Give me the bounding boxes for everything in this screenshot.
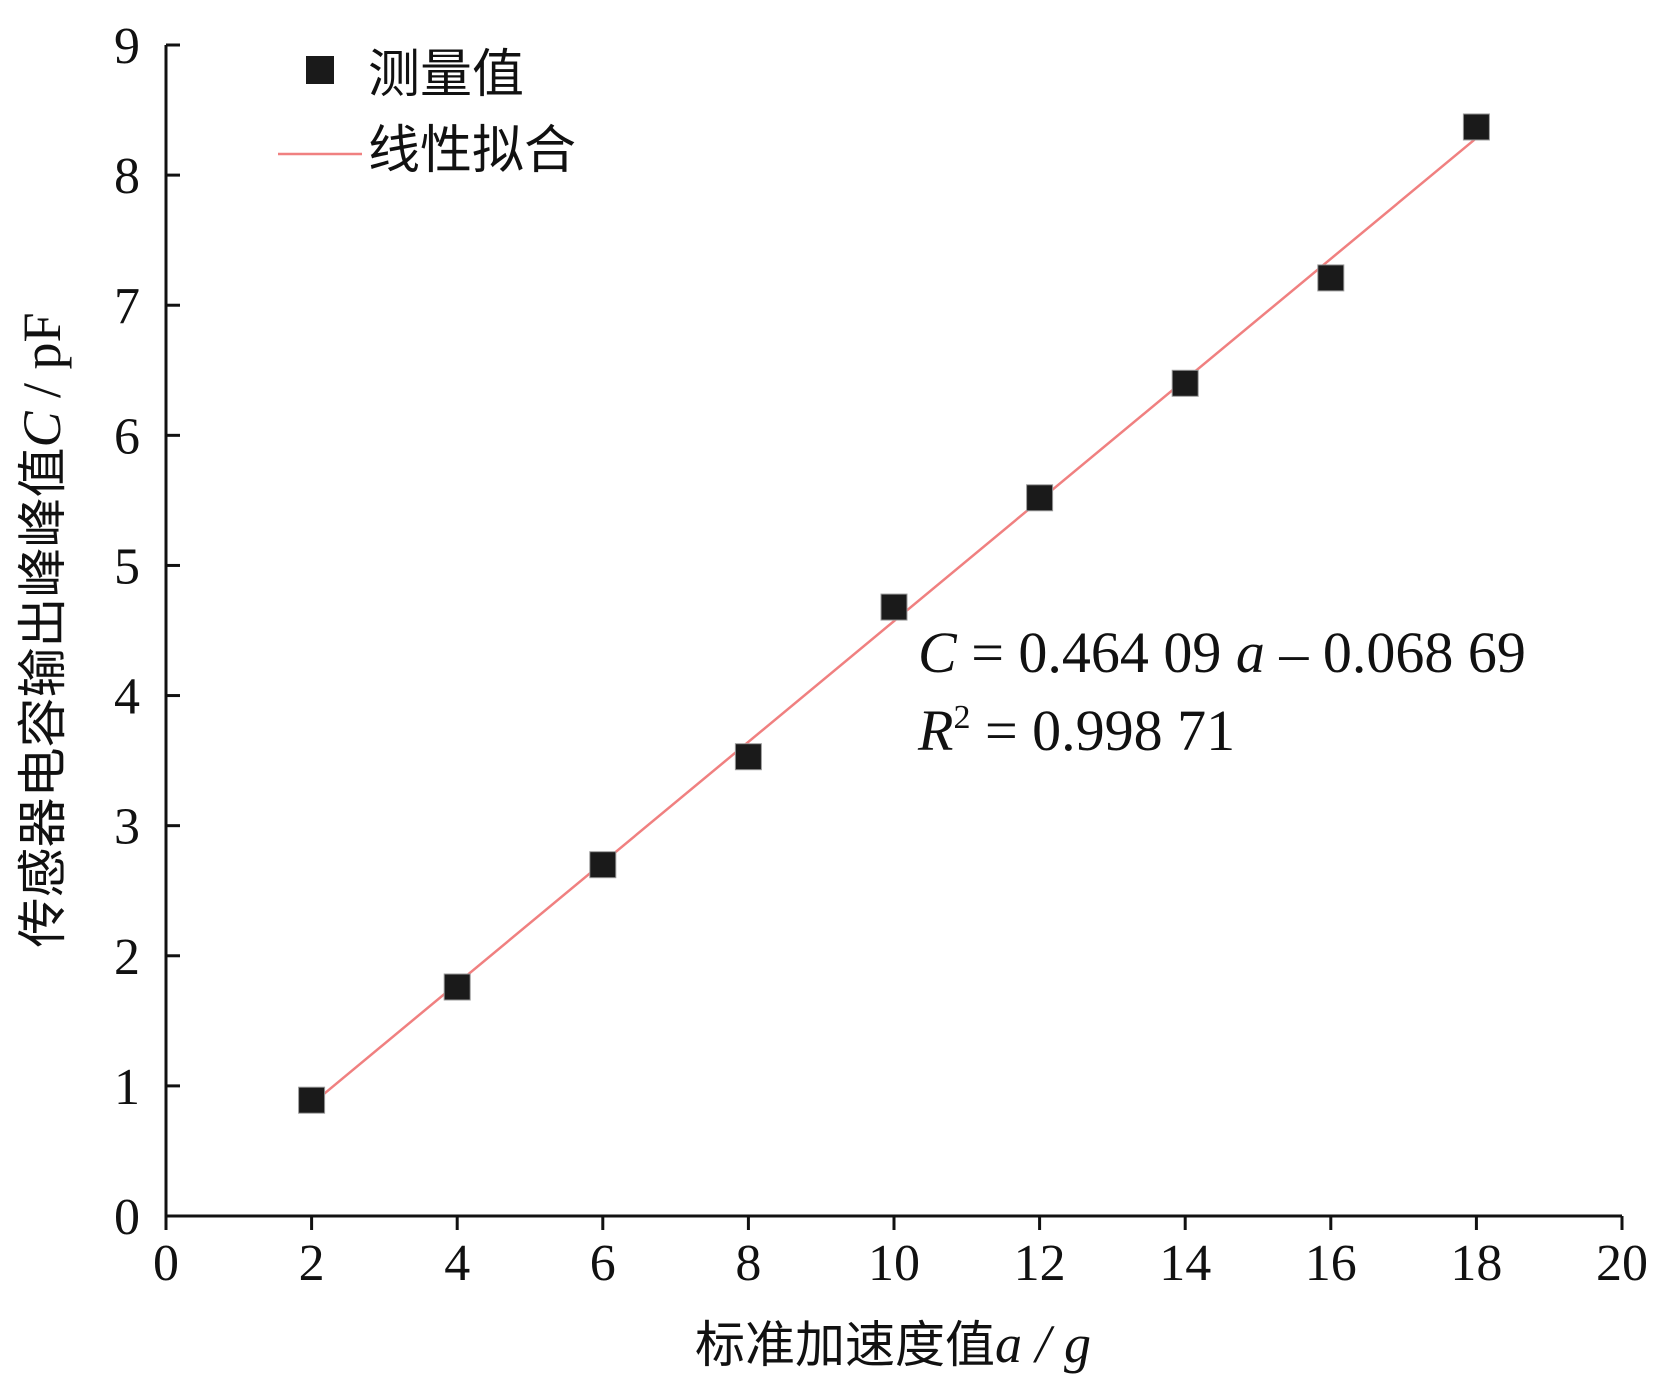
x-axis-title: 标准加速度值a / g — [695, 1314, 1091, 1374]
data-point — [1317, 264, 1345, 292]
y-axis-title: 传感器电容输出峰峰值C / pF — [12, 312, 72, 947]
data-point — [298, 1086, 326, 1114]
legend-marker-measured — [306, 56, 334, 84]
y-tick-label: 7 — [114, 278, 140, 335]
r-squared: R2 = 0.998 71 — [917, 698, 1235, 763]
y-tick-label: 4 — [114, 669, 140, 726]
x-tick-label: 16 — [1305, 1235, 1357, 1292]
fit-line-series — [310, 137, 1478, 1106]
x-tick-label: 2 — [299, 1235, 325, 1292]
data-point — [589, 851, 617, 879]
data-point — [880, 593, 908, 621]
fit-equation: C = 0.464 09 a – 0.068 69 — [918, 620, 1526, 685]
x-tick-label: 0 — [153, 1235, 179, 1292]
legend: 测量值 线性拟合 — [278, 45, 576, 181]
y-tick-label: 0 — [114, 1189, 140, 1246]
data-point — [734, 743, 762, 771]
data-point — [1026, 484, 1054, 512]
legend-label-measured: 测量值 — [368, 45, 524, 105]
x-tick-label: 20 — [1596, 1235, 1648, 1292]
data-point — [1171, 369, 1199, 397]
fit-line — [310, 137, 1478, 1106]
legend-label-fit: 线性拟合 — [368, 121, 576, 181]
y-tick-label: 3 — [114, 799, 140, 856]
data-point — [443, 973, 471, 1001]
measured-points-series — [298, 113, 1490, 1114]
y-tick-label: 1 — [114, 1059, 140, 1116]
y-tick-label: 2 — [114, 929, 140, 986]
x-tick-label: 12 — [1014, 1235, 1066, 1292]
fit-annotation: C = 0.464 09 a – 0.068 69 R2 = 0.998 71 — [917, 620, 1526, 763]
y-tick-label: 5 — [114, 538, 140, 595]
x-tick-label: 4 — [444, 1235, 470, 1292]
x-tick-label: 18 — [1450, 1235, 1502, 1292]
x-tick-label: 14 — [1159, 1235, 1211, 1292]
x-tick-label: 10 — [868, 1235, 920, 1292]
y-tick-label: 8 — [114, 148, 140, 205]
x-tick-label: 6 — [590, 1235, 616, 1292]
data-point — [1462, 113, 1490, 141]
x-ticks: 0 2 4 6 8 10 12 14 16 18 20 — [153, 1216, 1648, 1292]
x-tick-label: 8 — [735, 1235, 761, 1292]
y-tick-label: 6 — [114, 408, 140, 465]
y-ticks: 0 1 2 3 4 5 6 7 8 9 — [114, 18, 180, 1246]
y-tick-label: 9 — [114, 18, 140, 75]
